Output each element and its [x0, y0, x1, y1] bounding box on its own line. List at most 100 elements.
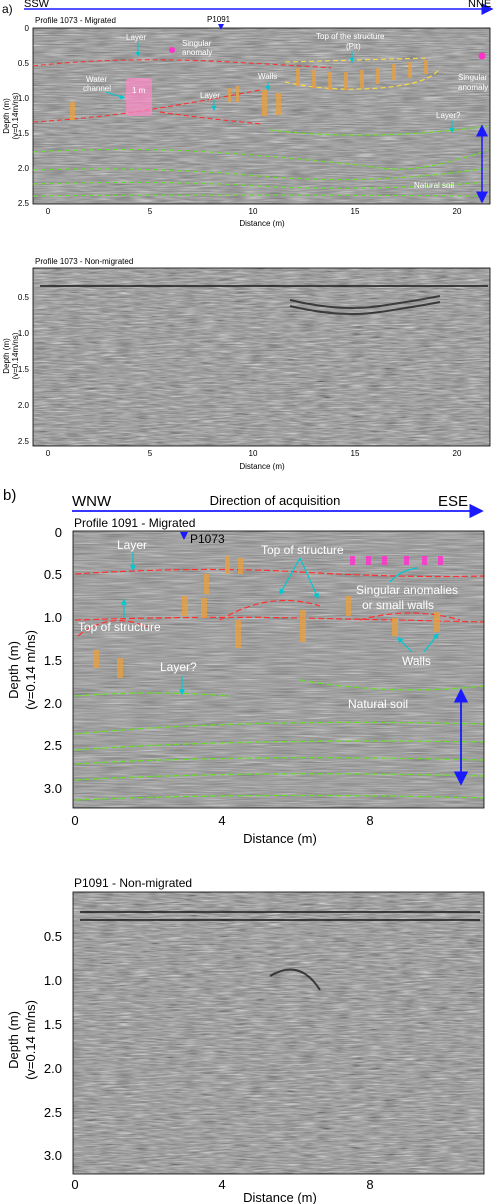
y-tick: 1.5: [44, 1017, 62, 1032]
x-axis-b2: 0 4 8 Distance (m): [71, 1177, 373, 1204]
crossing-marker-icon: [180, 532, 188, 540]
leader-lines-b: [121, 552, 439, 696]
red-layer-lines: [32, 59, 332, 125]
gpr-radargram: [33, 268, 490, 446]
x-tick: 10: [249, 207, 258, 216]
red-layer-lines: [74, 568, 485, 637]
annotation-layer-q: Layer?: [436, 111, 461, 120]
x-axis-a2: 0 5 10 15 20 Distance (m): [46, 449, 462, 471]
annotation-layer: Layer: [117, 538, 147, 552]
leader-lines-a: [105, 42, 455, 133]
x-axis-label: Distance (m): [239, 462, 285, 471]
x-axis-label: Distance (m): [243, 1190, 317, 1204]
y-tick: 1.0: [44, 973, 62, 988]
singular-anomaly-markers: [350, 556, 443, 565]
y-axis-b2: 0.5 1.0 1.5 2.0 2.5 3.0: [44, 929, 62, 1163]
pit-top-line: [284, 57, 441, 90]
direction-left-label: WNW: [72, 493, 112, 510]
y-axis-label-1: Depth (m): [2, 338, 11, 374]
annotation-water-2: channel: [83, 84, 111, 93]
y-tick: 2.0: [18, 401, 30, 410]
panel-b-letter: b): [3, 487, 16, 504]
direction-right-label: ESE: [438, 493, 468, 510]
annotation-top-pit-1: Top of the structure: [316, 32, 385, 41]
y-axis-label-1: Depth (m): [6, 1011, 21, 1069]
y-tick: 2.5: [44, 738, 62, 753]
wall-markers: [70, 60, 428, 120]
green-soil-lines: [32, 125, 489, 197]
crossing-marker-icon: [218, 24, 224, 30]
x-tick: 20: [453, 207, 462, 216]
y-tick: 2.0: [18, 164, 30, 173]
y-tick: 3.0: [44, 1148, 62, 1163]
y-tick: 0: [25, 24, 30, 33]
profile-1091-migrated: Profile 1091 - Migrated P1073: [6, 516, 485, 846]
y-tick: 2.5: [44, 1105, 62, 1120]
y-tick: 1.0: [18, 94, 30, 103]
y-tick: 2.5: [18, 437, 30, 446]
reflection-bands: [40, 285, 488, 315]
y-axis-label-1: Depth (m): [6, 641, 21, 699]
annotation-top-structure-right: Top of structure: [261, 543, 344, 557]
wall-markers: [93, 556, 440, 678]
y-axis-label-1: Depth (m): [2, 98, 11, 134]
y-tick: 1.5: [44, 653, 62, 668]
water-channel-box: [126, 78, 152, 116]
x-tick: 8: [366, 1177, 373, 1192]
y-tick: 0: [55, 525, 62, 540]
gpr-radargram: [73, 892, 484, 1174]
x-tick: 15: [351, 449, 360, 458]
x-tick: 5: [148, 207, 153, 216]
annotation-right-singular-2: anomaly: [458, 83, 488, 92]
x-tick: 20: [453, 449, 462, 458]
annotation-water-1: Water: [86, 75, 107, 84]
y-axis-label-2: (v=0.14 m/ns): [23, 630, 38, 710]
direction-mid-label: Direction of acquisition: [210, 493, 341, 508]
annotation-top-structure-left: Top of structure: [78, 620, 161, 634]
annotation-natural-soil: Natural soil: [414, 181, 454, 190]
x-tick: 0: [71, 813, 78, 828]
x-axis-a: 0 5 10 15 20 Distance (m): [46, 207, 462, 228]
annotation-layer-top: Layer: [126, 33, 146, 42]
annotations-b: Layer Top of structure Singular anomalie…: [78, 538, 458, 711]
profile-1073-non-migrated: Profile 1073 - Non-migrated 0.5 1.0 1.5 …: [2, 257, 491, 471]
annotation-singular-1: Singular: [182, 39, 212, 48]
plot-frame: [32, 267, 491, 447]
annotation-walls: Walls: [258, 72, 277, 81]
x-tick: 4: [218, 1177, 225, 1192]
y-tick: 1.5: [18, 129, 30, 138]
x-axis-label: Distance (m): [239, 219, 285, 228]
annotation-singular-2: or small walls: [362, 598, 434, 612]
x-tick: 0: [46, 207, 51, 216]
panel-a-letter: a): [2, 2, 13, 16]
direction-left-label: SSW: [24, 0, 50, 10]
plot-frame: [32, 27, 491, 205]
x-tick: 5: [148, 449, 153, 458]
x-tick: 0: [46, 449, 51, 458]
y-tick: 0.5: [44, 929, 62, 944]
y-axis-a: 0 0.5 1.0 1.5 2.0 2.5: [18, 24, 30, 208]
x-tick: 4: [218, 813, 225, 828]
direction-right-label: NNE: [468, 0, 491, 10]
y-tick: 2.0: [44, 696, 62, 711]
x-tick: 8: [366, 813, 373, 828]
y-tick: 2.0: [44, 1061, 62, 1076]
y-axis-label-2: (v=0.14m/ns): [11, 92, 20, 139]
x-tick: 0: [71, 1177, 78, 1192]
crossing-label: P1073: [190, 532, 225, 546]
y-axis-label-2: (v=0.14 m/ns): [23, 1000, 38, 1080]
reflection-bands: [80, 911, 480, 991]
annotation-natural-soil: Natural soil: [348, 697, 408, 711]
gpr-radargram: [33, 28, 490, 204]
y-tick: 1.5: [18, 365, 30, 374]
profile-title: Profile 1073 - Migrated: [35, 16, 116, 25]
gpr-radargram: [73, 531, 484, 808]
crossing-label: P1091: [207, 15, 231, 24]
y-tick: 0.5: [18, 293, 30, 302]
green-soil-lines: [74, 679, 485, 801]
y-tick: 1.0: [18, 329, 30, 338]
plot-frame: [72, 891, 485, 1175]
annotation-layer-mid: Layer: [200, 91, 220, 100]
y-tick: 0.5: [44, 567, 62, 582]
